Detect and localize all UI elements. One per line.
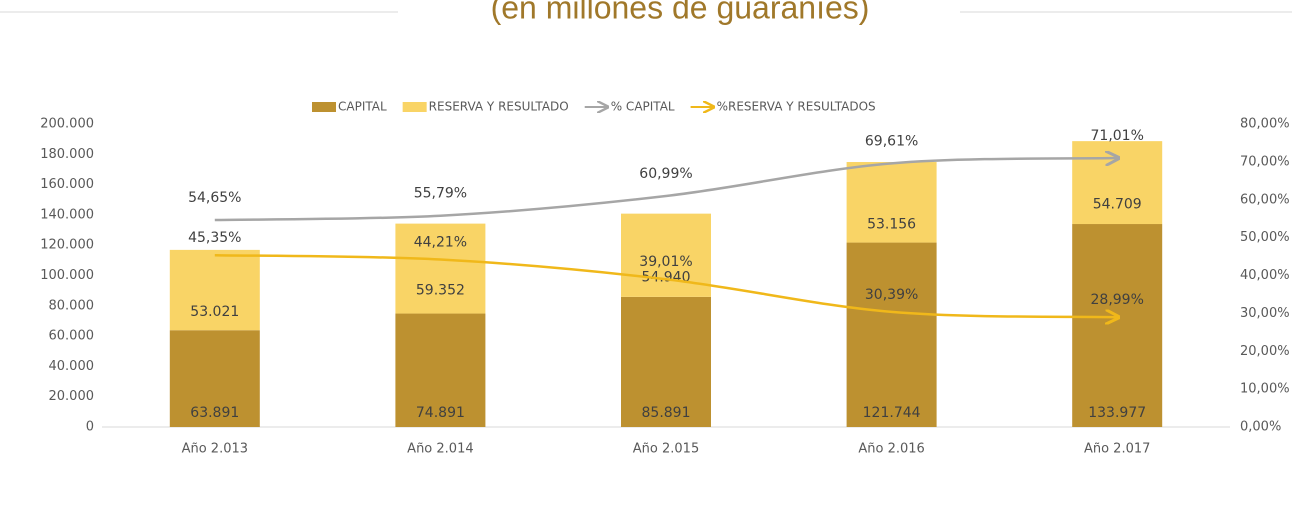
bar bbox=[846, 162, 937, 243]
data-label: 54,65% bbox=[188, 190, 241, 206]
data-label: 53.021 bbox=[190, 304, 239, 320]
data-label: 59.352 bbox=[416, 283, 465, 299]
data-label: 69,61% bbox=[865, 133, 918, 149]
y-tick-label: 20.000 bbox=[49, 389, 95, 404]
data-label: 53.156 bbox=[867, 216, 916, 232]
data-label: 63.891 bbox=[190, 405, 239, 421]
chart-title: (en millones de guaraníes) bbox=[491, 0, 870, 25]
bar bbox=[169, 330, 260, 427]
x-tick-label: Año 2.017 bbox=[1084, 442, 1150, 457]
legend-label: CAPITAL bbox=[338, 100, 387, 114]
y-tick-label: 100.000 bbox=[40, 268, 94, 283]
data-label: 85.891 bbox=[642, 405, 691, 421]
y-tick-label: 180.000 bbox=[40, 147, 94, 162]
x-tick-label: Año 2.013 bbox=[182, 442, 248, 457]
bar bbox=[846, 242, 937, 427]
y2-tick-label: 30,00% bbox=[1240, 306, 1290, 321]
y-tick-label: 0 bbox=[86, 420, 94, 435]
bar bbox=[169, 249, 260, 331]
y2-tick-label: 40,00% bbox=[1240, 268, 1290, 283]
legend-label: RESERVA Y RESULTADO bbox=[429, 100, 569, 114]
bar bbox=[621, 296, 711, 427]
y-tick-label: 200.000 bbox=[40, 117, 94, 132]
y-tick-label: 120.000 bbox=[40, 238, 94, 253]
legend-label: % CAPITAL bbox=[611, 100, 675, 114]
y-tick-label: 140.000 bbox=[40, 207, 94, 222]
data-label: 39,01% bbox=[639, 254, 692, 270]
data-label: 133.977 bbox=[1088, 405, 1146, 421]
y-tick-label: 160.000 bbox=[40, 177, 94, 192]
y2-tick-label: 0,00% bbox=[1240, 420, 1281, 435]
data-label: 60,99% bbox=[639, 166, 692, 182]
data-label: 30,39% bbox=[865, 287, 918, 303]
y-tick-label: 60.000 bbox=[49, 329, 95, 344]
data-label: 44,21% bbox=[414, 235, 467, 251]
line bbox=[214, 158, 1117, 222]
y-tick-label: 80.000 bbox=[49, 298, 95, 313]
x-tick-label: Año 2.016 bbox=[858, 442, 924, 457]
line bbox=[214, 253, 1117, 317]
data-label: 71,01% bbox=[1091, 128, 1144, 144]
y2-tick-label: 10,00% bbox=[1240, 382, 1290, 397]
legend-label: %RESERVA Y RESULTADOS bbox=[717, 100, 876, 114]
x-tick-label: Año 2.015 bbox=[633, 442, 699, 457]
bar bbox=[1072, 224, 1163, 427]
data-label: 121.744 bbox=[863, 405, 921, 421]
bar bbox=[395, 313, 486, 427]
y2-tick-label: 20,00% bbox=[1240, 344, 1290, 359]
data-label: 54.709 bbox=[1093, 197, 1142, 213]
x-tick-label: Año 2.014 bbox=[407, 442, 473, 457]
data-label: 28,99% bbox=[1091, 292, 1144, 308]
y2-tick-label: 50,00% bbox=[1240, 230, 1290, 245]
y2-tick-label: 80,00% bbox=[1240, 117, 1290, 132]
data-label: 74.891 bbox=[416, 405, 465, 421]
data-label: 55,79% bbox=[414, 186, 467, 202]
data-label: 45,35% bbox=[188, 230, 241, 246]
y2-tick-label: 70,00% bbox=[1240, 154, 1290, 169]
legend-swatch bbox=[402, 102, 427, 112]
y-tick-label: 40.000 bbox=[49, 359, 95, 374]
bar bbox=[395, 223, 486, 314]
y2-tick-label: 60,00% bbox=[1240, 192, 1290, 207]
legend-swatch bbox=[312, 102, 336, 112]
